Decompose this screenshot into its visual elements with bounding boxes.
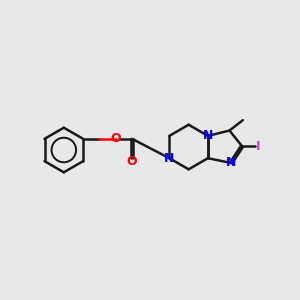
- Text: I: I: [256, 140, 261, 153]
- Text: O: O: [110, 132, 121, 146]
- Text: N: N: [164, 152, 175, 165]
- Text: N: N: [226, 157, 236, 169]
- Text: O: O: [127, 155, 137, 168]
- Text: N: N: [203, 129, 213, 142]
